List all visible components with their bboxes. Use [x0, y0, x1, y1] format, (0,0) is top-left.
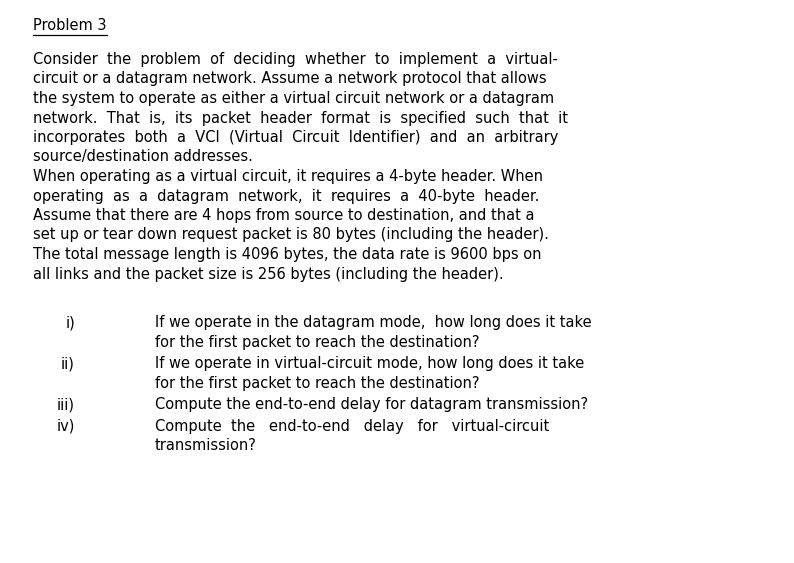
Text: all links and the packet size is 256 bytes (including the header).: all links and the packet size is 256 byt… — [33, 266, 503, 282]
Text: network.  That  is,  its  packet  header  format  is  specified  such  that  it: network. That is, its packet header form… — [33, 110, 568, 126]
Text: set up or tear down request packet is 80 bytes (including the header).: set up or tear down request packet is 80… — [33, 227, 549, 243]
Text: Compute the end-to-end delay for datagram transmission?: Compute the end-to-end delay for datagra… — [155, 397, 588, 412]
Text: Compute  the   end-to-end   delay   for   virtual-circuit: Compute the end-to-end delay for virtual… — [155, 419, 549, 434]
Text: for the first packet to reach the destination?: for the first packet to reach the destin… — [155, 335, 480, 350]
Text: i): i) — [65, 315, 75, 330]
Text: Assume that there are 4 hops from source to destination, and that a: Assume that there are 4 hops from source… — [33, 208, 534, 223]
Text: source/destination addresses.: source/destination addresses. — [33, 150, 252, 164]
Text: Consider  the  problem  of  deciding  whether  to  implement  a  virtual-: Consider the problem of deciding whether… — [33, 52, 558, 67]
Text: operating  as  a  datagram  network,  it  requires  a  40-byte  header.: operating as a datagram network, it requ… — [33, 189, 539, 203]
Text: iv): iv) — [56, 419, 75, 434]
Text: incorporates  both  a  VCI  (Virtual  Circuit  Identifier)  and  an  arbitrary: incorporates both a VCI (Virtual Circuit… — [33, 130, 558, 145]
Text: If we operate in virtual-circuit mode, how long does it take: If we operate in virtual-circuit mode, h… — [155, 356, 584, 371]
Text: iii): iii) — [57, 397, 75, 412]
Text: for the first packet to reach the destination?: for the first packet to reach the destin… — [155, 376, 480, 391]
Text: The total message length is 4096 bytes, the data rate is 9600 bps on: The total message length is 4096 bytes, … — [33, 247, 542, 262]
Text: the system to operate as either a virtual circuit network or a datagram: the system to operate as either a virtua… — [33, 91, 554, 106]
Text: circuit or a datagram network. Assume a network protocol that allows: circuit or a datagram network. Assume a … — [33, 72, 546, 87]
Text: Problem 3: Problem 3 — [33, 18, 106, 33]
Text: When operating as a virtual circuit, it requires a 4-byte header. When: When operating as a virtual circuit, it … — [33, 169, 543, 184]
Text: If we operate in the datagram mode,  how long does it take: If we operate in the datagram mode, how … — [155, 315, 592, 330]
Text: transmission?: transmission? — [155, 438, 257, 453]
Text: ii): ii) — [61, 356, 75, 371]
